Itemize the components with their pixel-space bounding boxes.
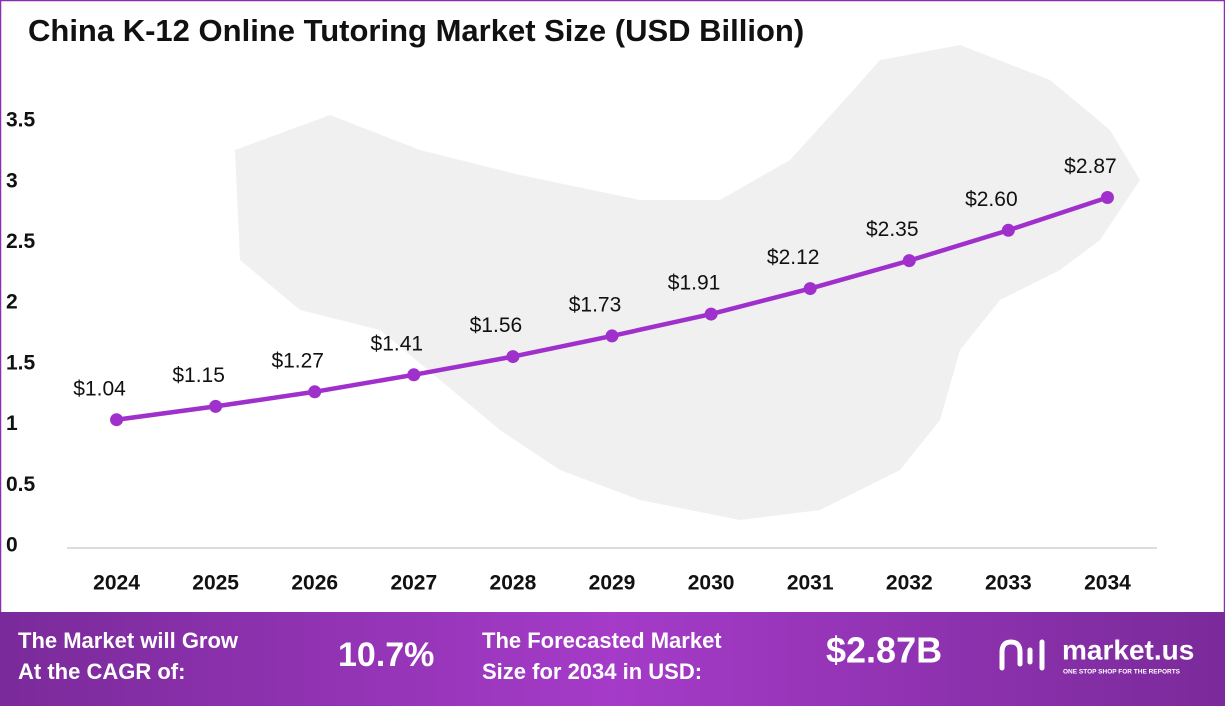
point: [209, 399, 223, 413]
chart-title: China K-12 Online Tutoring Market Size (…: [28, 13, 804, 48]
value-label: $2.87: [1064, 155, 1117, 178]
x-tick-label: 2030: [688, 572, 735, 595]
y-tick-label: 0.5: [6, 473, 36, 496]
forecast-text: Size for 2034 in USD:: [482, 659, 702, 684]
point: [902, 254, 916, 268]
value-label: $1.91: [668, 272, 721, 295]
y-tick-label: 1.5: [6, 351, 36, 374]
y-tick-label: 1: [6, 412, 18, 435]
value-label: $1.41: [371, 332, 424, 355]
y-tick-label: 0: [6, 534, 18, 557]
x-tick-label: 2031: [787, 572, 834, 595]
y-tick-label: 2.5: [6, 230, 36, 253]
brand-name: market.us: [1062, 634, 1194, 665]
point: [1001, 223, 1015, 237]
point: [407, 368, 421, 382]
x-tick-label: 2027: [390, 572, 437, 595]
value-label: $1.04: [73, 377, 126, 400]
point: [704, 307, 718, 321]
brand-tagline: ONE STOP SHOP FOR THE REPORTS: [1063, 669, 1181, 676]
value-label: $2.12: [767, 246, 820, 269]
x-tick-label: 2024: [93, 572, 140, 595]
value-label: $1.15: [172, 364, 225, 387]
value-label: $2.35: [866, 218, 919, 241]
value-label: $1.27: [271, 349, 324, 372]
cagr-text: The Market will Grow: [18, 628, 239, 653]
value-label: $2.60: [965, 188, 1018, 211]
point: [110, 413, 124, 427]
x-tick-label: 2029: [589, 572, 636, 595]
point: [506, 350, 520, 364]
value-label: $1.56: [470, 314, 523, 337]
y-tick-label: 3: [6, 169, 18, 192]
value-label: $1.73: [569, 293, 622, 316]
x-tick-label: 2028: [490, 572, 537, 595]
x-tick-label: 2025: [192, 572, 239, 595]
cagr-text: At the CAGR of:: [18, 659, 185, 684]
forecast-value: $2.87B: [826, 630, 942, 671]
point: [605, 329, 619, 343]
x-tick-label: 2033: [985, 572, 1032, 595]
x-tick-label: 2034: [1084, 572, 1131, 595]
point: [1100, 191, 1114, 204]
cagr-value: 10.7%: [338, 636, 434, 674]
y-tick-label: 3.5: [6, 109, 36, 132]
point: [308, 385, 322, 399]
map-background: [235, 45, 1140, 520]
forecast-text: The Forecasted Market: [482, 628, 722, 653]
y-tick-label: 2: [6, 291, 18, 314]
x-tick-label: 2026: [291, 572, 338, 595]
point: [803, 282, 817, 296]
x-tick-label: 2032: [886, 572, 933, 595]
brand-logo: [999, 639, 1045, 671]
